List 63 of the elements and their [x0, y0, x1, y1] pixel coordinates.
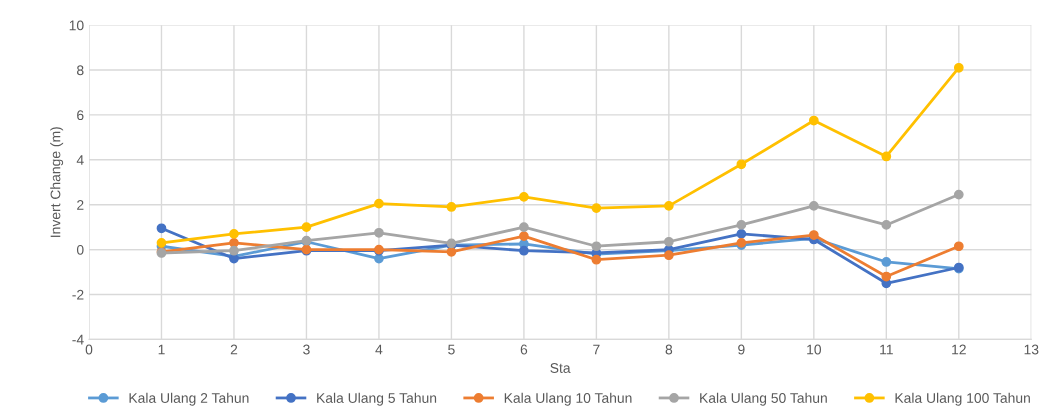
point [881, 151, 892, 162]
x-tick-label: 8 [665, 344, 673, 355]
point [953, 241, 964, 252]
y-tick-label: 4 [76, 155, 84, 165]
point [229, 229, 239, 239]
point [519, 222, 529, 233]
point [156, 223, 167, 234]
point [664, 200, 674, 211]
x-tick-label: 4 [375, 344, 383, 355]
x-tick-label: 12 [952, 344, 966, 355]
point [229, 238, 239, 248]
x-axis-title: Sta [550, 363, 571, 373]
point [736, 229, 747, 239]
point [591, 241, 602, 252]
point [664, 236, 674, 247]
x-tick-label: 9 [738, 344, 745, 355]
point [591, 254, 602, 265]
x-tick-label: 10 [807, 344, 822, 355]
legend-label: Kala Ulang 50 Tahun [700, 392, 827, 406]
y-axis-title: Invert Change (m) [50, 127, 64, 237]
point [736, 159, 747, 170]
legend-label: Kala Ulang 5 Tahun [317, 392, 437, 406]
x-tick-label: 3 [303, 344, 310, 355]
point [953, 189, 964, 200]
point [953, 62, 964, 73]
y-tick-label: -4 [72, 334, 84, 345]
x-tick-label: 1 [158, 344, 165, 355]
y-tick-label: -2 [72, 289, 84, 300]
point [881, 257, 892, 267]
y-tick-label: 2 [77, 200, 84, 210]
y-tick-label: 6 [77, 110, 84, 121]
point [446, 202, 457, 212]
x-tick-label: 2 [230, 344, 238, 355]
point [229, 245, 239, 256]
point [808, 115, 819, 126]
y-tick-label: 8 [77, 65, 84, 76]
point [591, 203, 602, 213]
legend-label: Kala Ulang 2 Tahun [129, 392, 249, 406]
point [446, 246, 457, 257]
x-tick-label: 6 [520, 344, 528, 355]
point [519, 191, 529, 202]
y-tick-label: 0 [76, 244, 84, 255]
point [664, 250, 674, 261]
point [736, 220, 747, 230]
point [519, 231, 529, 241]
point [881, 271, 892, 282]
y-tick-label: 10 [69, 20, 84, 31]
point [156, 238, 167, 248]
x-tick-label: 7 [593, 344, 600, 355]
legend-label: Kala Ulang 100 Tahun [895, 392, 1030, 406]
x-tick-label: 5 [448, 344, 455, 355]
point [374, 227, 384, 238]
point [808, 200, 819, 211]
point [881, 220, 892, 230]
point [301, 222, 312, 233]
point [808, 230, 819, 240]
x-tick-label: 0 [85, 344, 93, 355]
x-tick-label: 13 [1024, 344, 1039, 355]
x-tick-label: 11 [880, 344, 893, 355]
point [374, 253, 384, 264]
legend-label: Kala Ulang 10 Tahun [504, 392, 632, 406]
point [374, 198, 384, 209]
point [519, 245, 529, 256]
